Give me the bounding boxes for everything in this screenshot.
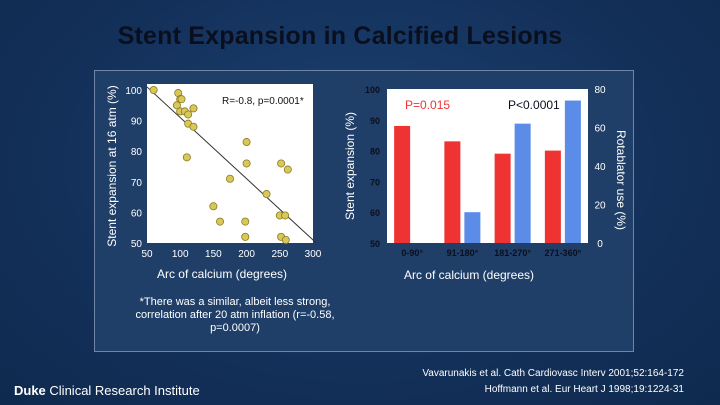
bar-y2-axis-label: Rotablator use (%)	[614, 130, 628, 230]
scatter-point	[177, 95, 186, 104]
scatter-chart: 50 60 70 80 90 100 50 100 150 200 250 300 R=-0.8, p=…	[105, 84, 322, 281]
bar-stent-expansion	[494, 153, 511, 243]
bar-stent-expansion	[394, 125, 411, 243]
bar-chart: 50 60 70 80 90 100 0 20 40 60 80 0-90° 91-180° 181-27…	[343, 85, 628, 282]
bar-y2-tick-label: 60	[594, 124, 606, 135]
bar-y-tick-label: 90	[370, 116, 380, 126]
bar-y-tick-label: 70	[370, 177, 380, 187]
scatter-point	[184, 110, 193, 119]
logo-bold: Duke	[14, 383, 46, 398]
bar-rotablator-use	[514, 123, 531, 243]
bar-y2-tick-label: 80	[594, 85, 606, 96]
slide-title: Stent Expansion in Calcified Lesions	[117, 22, 563, 50]
scatter-point	[189, 104, 198, 113]
scatter-y-axis-label: Stent expansion at 16 atm (%)	[105, 85, 119, 246]
scatter-x-tick-label: 300	[305, 249, 322, 260]
bar-annotation-p1: P=0.015	[405, 98, 450, 112]
scatter-y-tick-label: 60	[131, 208, 143, 219]
scatter-x-axis-label: Arc of calcium (degrees)	[157, 267, 287, 281]
scatter-x-tick-label: 250	[271, 249, 288, 260]
bar-y2-tick-label: 40	[594, 162, 606, 173]
scatter-point	[281, 235, 290, 244]
bar-y2-tick-label: 0	[597, 239, 603, 250]
scatter-x-tick-label: 200	[238, 249, 255, 260]
scatter-point	[283, 165, 292, 174]
bar-y2-tick-label: 20	[594, 201, 606, 212]
bar-y-tick-label: 50	[370, 239, 380, 249]
bar-rotablator-use	[564, 100, 581, 243]
bar-stent-expansion	[444, 141, 461, 243]
scatter-y-tick-label: 80	[131, 147, 143, 158]
references: Vavarunakis et al. Cath Cardiovasc Inter…	[422, 366, 684, 398]
bar-category-label: 91-180°	[447, 248, 479, 258]
scatter-point	[242, 138, 251, 147]
bar-category-label: 271-360°	[545, 248, 582, 258]
scatter-point	[172, 101, 181, 110]
bar-category-label: 181-270°	[494, 248, 531, 258]
scatter-x-tick-label: 150	[205, 249, 222, 260]
scatter-point	[225, 174, 234, 183]
bar-y-tick-label: 60	[370, 208, 380, 218]
scatter-point	[242, 159, 251, 168]
institute-logo: Duke Clinical Research Institute	[14, 383, 200, 399]
scatter-x-tick-label: 50	[141, 249, 153, 260]
scatter-annotation: R=-0.8, p=0.0001*	[222, 96, 304, 107]
scatter-point	[277, 159, 286, 168]
scatter-point	[182, 153, 191, 162]
bar-annotation-p2: P<0.0001	[508, 98, 560, 112]
scatter-y-tick-label: 90	[131, 117, 143, 128]
logo-rest: Clinical Research Institute	[45, 383, 200, 398]
bar-y-tick-label: 80	[370, 147, 380, 157]
reference-2: Hoffmann et al. Eur Heart J 1998;19:1224…	[484, 384, 684, 395]
scatter-point	[189, 122, 198, 131]
scatter-point	[241, 232, 250, 241]
bar-category-label: 0-90°	[401, 248, 423, 258]
bar-y-axis-label: Stent expansion (%)	[343, 112, 357, 220]
scatter-x-tick-label: 100	[172, 249, 189, 260]
scatter-point	[241, 217, 250, 226]
bar-stent-expansion	[544, 150, 561, 243]
scatter-point	[281, 211, 290, 220]
scatter-point	[209, 202, 218, 211]
scatter-y-tick-label: 70	[131, 178, 143, 189]
footnote: *There was a similar, albeit less strong…	[135, 296, 335, 334]
bar-x-axis-label: Arc of calcium (degrees)	[404, 268, 534, 282]
scatter-point	[216, 217, 225, 226]
scatter-y-tick-label: 50	[131, 239, 143, 250]
scatter-y-tick-label: 100	[125, 86, 142, 97]
reference-1: Vavarunakis et al. Cath Cardiovasc Inter…	[422, 368, 684, 379]
scatter-point	[262, 190, 271, 199]
bar-rotablator-use	[464, 212, 481, 243]
bar-y-tick-label: 100	[365, 85, 380, 95]
scatter-point	[149, 86, 158, 95]
